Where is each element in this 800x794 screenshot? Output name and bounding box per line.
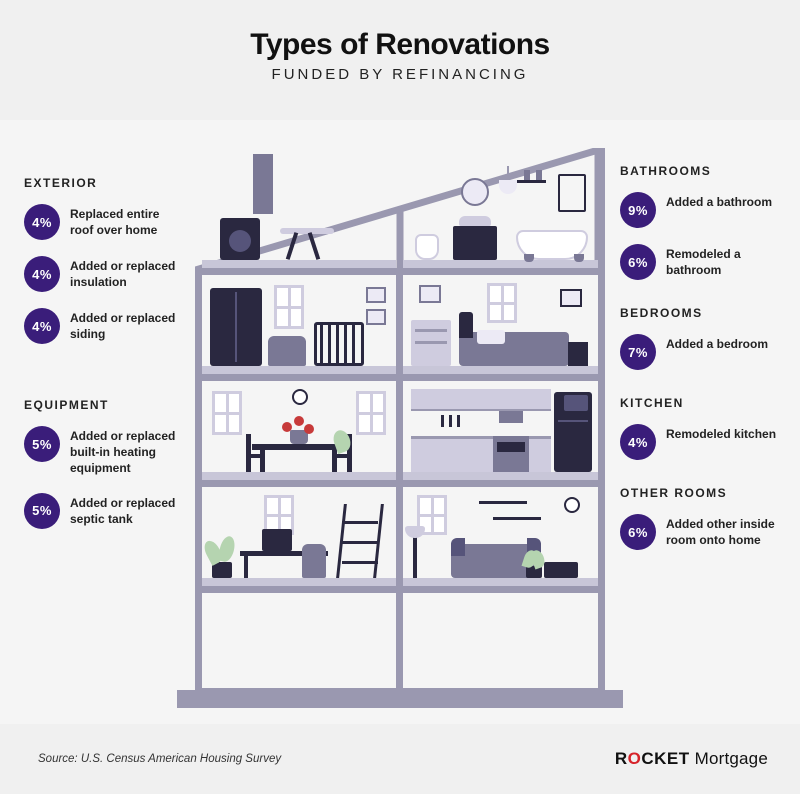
percent-badge: 4%	[24, 204, 60, 240]
stat-label: Added other inside room onto home	[666, 514, 782, 548]
room-nursery	[202, 275, 396, 374]
page-subtitle: FUNDED BY REFINANCING	[0, 66, 800, 83]
percent-badge: 9%	[620, 192, 656, 228]
stat-label: Added a bathroom	[666, 192, 772, 210]
room-living	[403, 487, 598, 586]
percent-badge: 4%	[620, 424, 656, 460]
brand-logo: ROCKET Mortgage	[615, 749, 768, 769]
percent-badge: 5%	[24, 426, 60, 462]
room-bathroom	[403, 162, 598, 268]
source-citation: Source: U.S. Census American Housing Sur…	[38, 753, 281, 765]
stat-label: Added or replaced insulation	[70, 256, 186, 290]
stat-label: Added or replaced built-in heating equip…	[70, 426, 186, 477]
category-label: BEDROOMS	[620, 306, 782, 320]
header: Types of Renovations FUNDED BY REFINANCI…	[0, 0, 800, 101]
category-label: BATHROOMS	[620, 164, 782, 178]
percent-badge: 6%	[620, 244, 656, 280]
room-office	[202, 487, 396, 586]
percent-badge: 4%	[24, 256, 60, 292]
stat-label: Added or replaced septic tank	[70, 493, 186, 527]
stat-item: 7% Added a bedroom	[620, 334, 782, 370]
infographic-canvas: EXTERIOR 4% Replaced entire roof over home…	[0, 120, 800, 724]
stat-group: EXTERIOR 4% Replaced entire roof over home…	[24, 176, 186, 344]
stat-item: 4% Added or replaced siding	[24, 308, 186, 344]
stat-item: 4% Added or replaced insulation	[24, 256, 186, 292]
stat-group: BATHROOMS 9% Added a bathroom 6% Remodeled a…	[620, 164, 782, 280]
stats-column-right: BATHROOMS 9% Added a bathroom 6% Remodeled a…	[620, 164, 782, 566]
stat-item: 6% Added other inside room onto home	[620, 514, 782, 550]
percent-badge: 6%	[620, 514, 656, 550]
stat-item: 4% Remodeled kitchen	[620, 424, 782, 460]
stat-item: 4% Replaced entire roof over home	[24, 204, 186, 240]
stat-label: Added a bedroom	[666, 334, 768, 352]
room-dining	[202, 381, 396, 480]
stat-group: BEDROOMS 7% Added a bedroom	[620, 306, 782, 370]
stat-label: Remodeled kitchen	[666, 424, 776, 442]
page-title: Types of Renovations	[0, 28, 800, 62]
stat-label: Added or replaced siding	[70, 308, 186, 342]
stat-item: 5% Added or replaced built-in heating equ…	[24, 426, 186, 477]
stat-group: EQUIPMENT 5% Added or replaced built-in he…	[24, 398, 186, 529]
percent-badge: 4%	[24, 308, 60, 344]
footer: Source: U.S. Census American Housing Sur…	[0, 724, 800, 794]
stat-group: KITCHEN 4% Remodeled kitchen	[620, 396, 782, 460]
stat-label: Remodeled a bathroom	[666, 244, 782, 278]
percent-badge: 7%	[620, 334, 656, 370]
foundation	[177, 690, 623, 708]
percent-badge: 5%	[24, 493, 60, 529]
category-label: OTHER ROOMS	[620, 486, 782, 500]
stat-label: Replaced entire roof over home	[70, 204, 186, 238]
category-label: KITCHEN	[620, 396, 782, 410]
stat-item: 9% Added a bathroom	[620, 192, 782, 228]
floor-divider	[199, 268, 601, 275]
center-wall	[396, 275, 403, 688]
stats-column-left: EXTERIOR 4% Replaced entire roof over home…	[24, 176, 186, 545]
room-laundry	[202, 212, 396, 268]
stat-item: 5% Added or replaced septic tank	[24, 493, 186, 529]
stat-item: 6% Remodeled a bathroom	[620, 244, 782, 280]
category-label: EQUIPMENT	[24, 398, 186, 412]
room-bedroom	[403, 275, 598, 374]
category-label: EXTERIOR	[24, 176, 186, 190]
stat-group: OTHER ROOMS 6% Added other inside room ont…	[620, 486, 782, 550]
room-kitchen	[403, 381, 598, 480]
house-illustration	[195, 148, 605, 708]
